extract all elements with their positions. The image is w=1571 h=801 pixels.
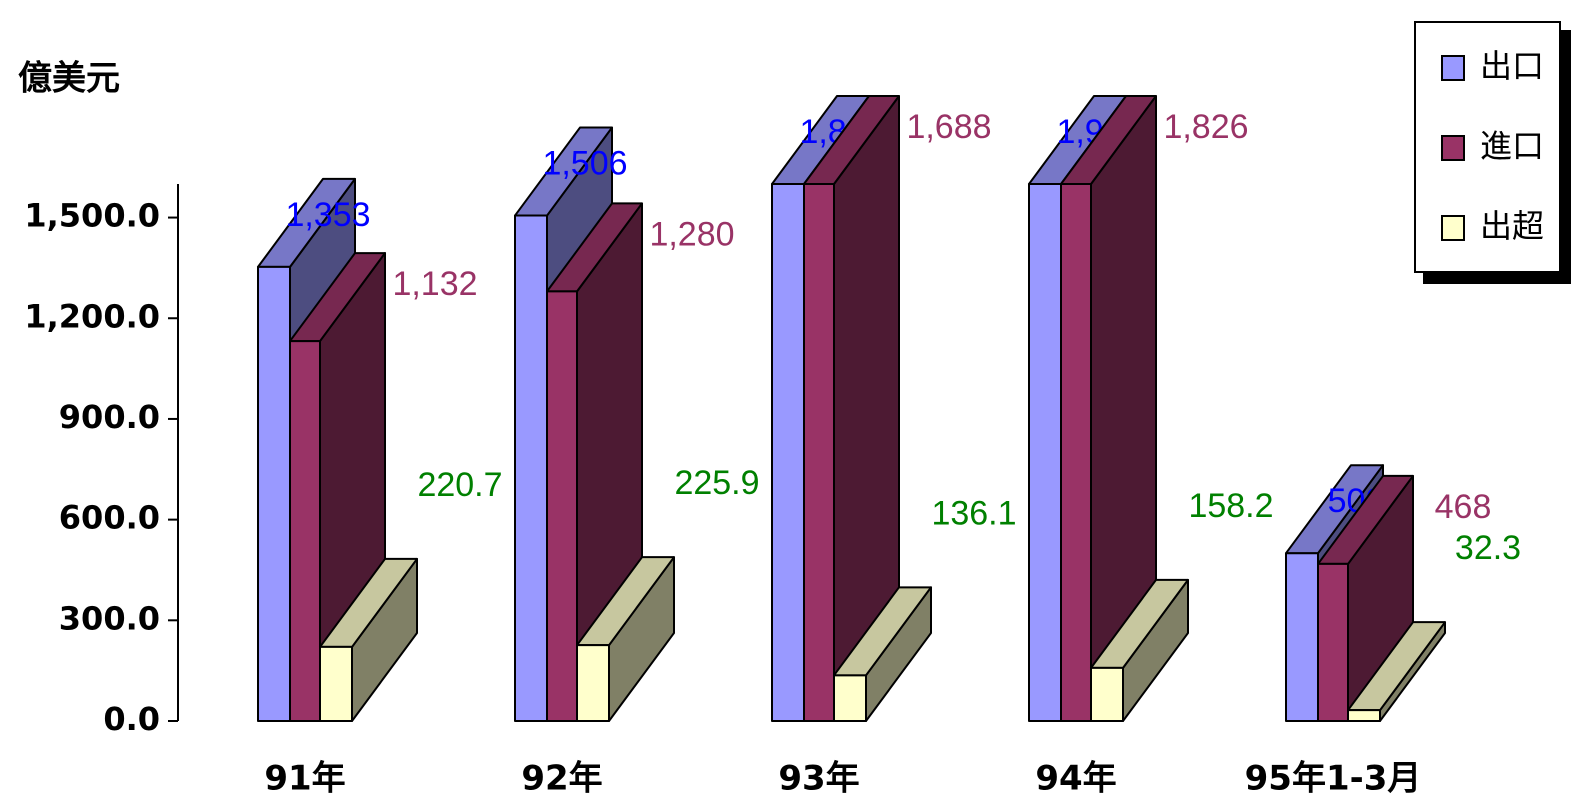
bar [289, 340, 321, 722]
bar [833, 674, 867, 722]
x-tick-label: 94年 [1035, 759, 1116, 799]
y-unit-label: 億美元 [18, 59, 120, 99]
legend-label: 進口 [1480, 127, 1544, 165]
bar [319, 645, 353, 722]
x-tick-label: 92年 [521, 759, 602, 799]
y-tick-label: 1,200.0 [24, 297, 160, 335]
bar [771, 183, 805, 722]
bar [546, 290, 578, 722]
value-label: 1,506 [542, 145, 627, 183]
x-tick-label: 95年1-3月 [1245, 759, 1422, 799]
value-label: 32.3 [1455, 529, 1521, 567]
bar [1285, 552, 1319, 722]
value-label: 1,688 [906, 108, 991, 146]
legend-swatch [1441, 135, 1465, 161]
value-label: 158.2 [1188, 487, 1273, 525]
value-label: 1,132 [392, 265, 477, 303]
value-label: 1,353 [285, 196, 370, 234]
y-tick-label: 600.0 [59, 499, 160, 537]
y-tick-label: 1,500.0 [24, 197, 160, 235]
legend-swatch [1441, 55, 1465, 81]
value-label: 1,826 [1163, 108, 1248, 146]
value-label: 220.7 [417, 466, 502, 504]
bar [1060, 183, 1092, 722]
legend-label: 出口 [1480, 47, 1544, 85]
bar [576, 644, 610, 722]
value-label: 225.9 [674, 464, 759, 502]
legend [1414, 21, 1561, 273]
bar [257, 265, 291, 722]
bar [1347, 709, 1381, 722]
y-tick-label: 0.0 [103, 700, 160, 738]
legend-swatch [1441, 215, 1465, 241]
bar [1317, 562, 1349, 722]
y-tick-label: 300.0 [59, 599, 160, 637]
value-label: 136.1 [931, 494, 1016, 532]
x-tick-label: 91年 [264, 759, 345, 799]
bar [1090, 666, 1124, 722]
bar [514, 214, 548, 723]
value-label: 468 [1435, 488, 1492, 526]
value-label: 1,280 [649, 215, 734, 253]
y-tick-label: 900.0 [59, 398, 160, 436]
legend-label: 出超 [1480, 207, 1544, 245]
bar [803, 183, 835, 722]
bar [1028, 183, 1062, 722]
x-tick-label: 93年 [778, 759, 859, 799]
